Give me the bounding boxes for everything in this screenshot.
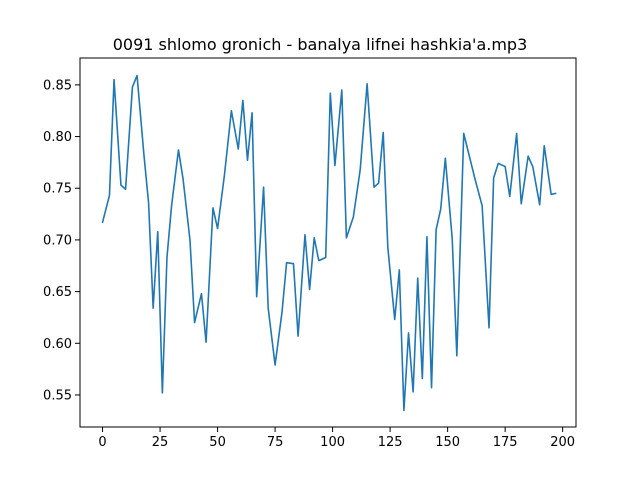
y-tick-label: 0.80 bbox=[43, 130, 72, 145]
y-tick-label: 0.75 bbox=[43, 182, 72, 197]
x-tick-label: 0 bbox=[98, 435, 106, 450]
plot-frame bbox=[79, 57, 577, 428]
x-tick-label: 175 bbox=[493, 435, 518, 450]
chart-title: 0091 shlomo gronich - banalya lifnei has… bbox=[113, 35, 528, 54]
x-tick-label: 100 bbox=[320, 435, 345, 450]
y-tick-label: 0.55 bbox=[43, 388, 72, 403]
x-tick-label: 150 bbox=[435, 435, 460, 450]
y-tick-label: 0.85 bbox=[43, 78, 72, 93]
y-axis: 0.55 0.60 0.65 0.70 0.75 0.80 0.85 bbox=[43, 78, 80, 403]
x-tick-label: 50 bbox=[209, 435, 226, 450]
series-line bbox=[101, 74, 557, 412]
y-tick-label: 0.65 bbox=[43, 285, 72, 300]
x-tick-label: 125 bbox=[378, 435, 403, 450]
x-tick-label: 25 bbox=[152, 435, 169, 450]
x-tick-label: 200 bbox=[550, 435, 575, 450]
y-tick-label: 0.70 bbox=[43, 233, 72, 248]
y-tick-label: 0.60 bbox=[43, 337, 72, 352]
x-axis: 0 25 50 75 100 125 150 175 200 bbox=[98, 427, 575, 450]
x-tick-label: 75 bbox=[267, 435, 284, 450]
